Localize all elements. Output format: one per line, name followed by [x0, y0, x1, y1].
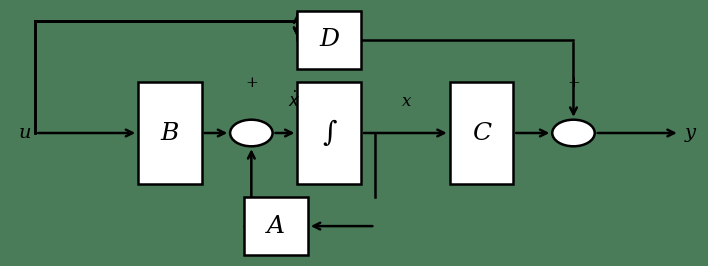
Ellipse shape [552, 120, 595, 146]
Text: D: D [319, 28, 339, 51]
Bar [450, 82, 513, 184]
Bar [297, 82, 361, 184]
Bar [297, 11, 361, 69]
Text: C: C [472, 122, 491, 144]
Bar [138, 82, 202, 184]
Text: x: x [402, 93, 412, 110]
Text: +: + [245, 76, 258, 90]
Text: y: y [685, 124, 696, 142]
Text: +: + [567, 76, 580, 90]
Text: $\dot{x}$: $\dot{x}$ [287, 91, 300, 111]
Text: B: B [161, 122, 179, 144]
Text: ∫: ∫ [322, 119, 336, 147]
Bar [244, 197, 308, 255]
Text: A: A [267, 215, 285, 238]
Ellipse shape [230, 120, 273, 146]
Text: u: u [18, 124, 31, 142]
